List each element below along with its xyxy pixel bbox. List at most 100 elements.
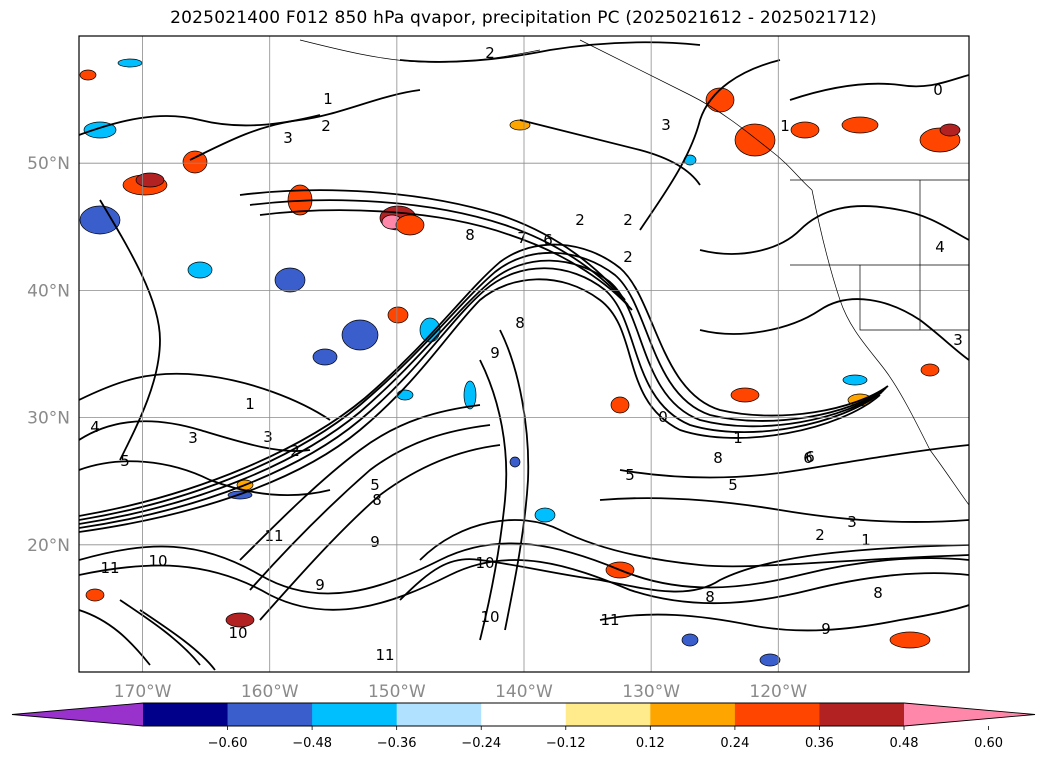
contour-label: 10 [475, 554, 494, 572]
qvapor-contour-line [639, 59, 781, 231]
qvapor-contour-line [259, 444, 501, 621]
contour-label: 2 [290, 442, 300, 460]
contour-label: 3 [188, 429, 198, 447]
precip-blob [681, 633, 699, 647]
chart-title: 2025021400 F012 850 hPa qvapor, precipit… [170, 8, 877, 28]
qvapor-contour-line [79, 114, 321, 136]
qvapor-contour-line [789, 74, 969, 101]
colorbar-tick-label: 0.12 [636, 736, 665, 751]
precip-blob [534, 507, 556, 523]
precip-blob [117, 58, 143, 68]
contour-label: 1 [780, 117, 790, 135]
precip-blob [396, 389, 414, 401]
colorbar-tick-label: −0.12 [546, 736, 586, 751]
colorbar-tick-label: 0.48 [890, 736, 919, 751]
contour-label: 1 [861, 531, 871, 549]
qvapor-contour-line [599, 604, 969, 632]
qvapor-contour-line [79, 559, 969, 611]
contour-label: 5 [728, 476, 738, 494]
precip-blob [463, 380, 477, 410]
coastline-layer [299, 39, 969, 506]
contour-label: 0 [933, 81, 943, 99]
colorbar: −0.60 −0.48 −0.36 −0.24 −0.12 0.12 0.24 0.36 0.4… [11, 702, 1036, 751]
precip-blob [730, 387, 760, 403]
contour-label: 7 [517, 229, 527, 247]
colorbar-bin [565, 703, 651, 726]
precip-blob [395, 214, 425, 236]
colorbar-bin [227, 703, 313, 726]
colorbar-tick-label: 0.36 [805, 736, 834, 751]
contour-label: 9 [315, 576, 325, 594]
colorbar-bin [396, 703, 482, 726]
qvapor-contour-line [399, 544, 969, 601]
contour-label: 2 [815, 526, 825, 544]
contour-label: 9 [821, 620, 831, 638]
lon-tick-label: 120°W [749, 682, 807, 702]
colorbar-tick-label: 0.24 [720, 736, 749, 751]
precip-blob [759, 653, 781, 667]
contour-label: 2 [623, 211, 633, 229]
contour-label: 5 [120, 452, 130, 470]
colorbar-tick-label: 0.60 [974, 736, 1003, 751]
qvapor-contour-line [239, 189, 626, 301]
precip-blob [790, 121, 820, 139]
precip-blob [419, 317, 441, 343]
colorbar-bin [143, 703, 229, 726]
lat-tick-label: 40°N [27, 281, 70, 301]
precip-blob [734, 123, 776, 157]
qvapor-contour-line [619, 444, 969, 479]
contour-label: 8 [873, 584, 883, 602]
contour-label: 2 [485, 44, 495, 62]
qvapor-contour-line [499, 329, 530, 631]
plot-frame [78, 35, 970, 673]
contour-label: 1 [733, 429, 743, 447]
precip-blob [79, 69, 97, 81]
precip-blob [939, 123, 961, 137]
qvapor-contour-line [79, 267, 883, 529]
contour-label: 6 [543, 231, 553, 249]
precip-blob [889, 631, 931, 649]
lat-tick-label: 20°N [27, 536, 70, 556]
contour-label: 9 [370, 533, 380, 551]
lon-tick-label: 170°W [114, 682, 172, 702]
contour-label: 8 [515, 314, 525, 332]
contour-label: 6 [803, 449, 813, 467]
contour-label: 3 [953, 331, 963, 349]
qvapor-contour-line [79, 609, 151, 666]
qvapor-contour-line [139, 609, 216, 671]
qvapor-contour-line [259, 209, 633, 311]
qvapor-contour-line [479, 359, 508, 641]
precip-blob [341, 319, 379, 351]
precip-blob [387, 306, 409, 324]
contour-label: 4 [90, 418, 100, 436]
colorbar-bin [734, 703, 820, 726]
qvapor-contour-line [79, 542, 969, 595]
contour-label: 10 [480, 608, 499, 626]
lon-tick-label: 130°W [622, 682, 680, 702]
precip-blob [841, 116, 879, 134]
colorbar-outline [11, 702, 1036, 727]
colorbar-tick-label: −0.36 [377, 736, 417, 751]
contour-label: 3 [263, 428, 273, 446]
precip-blob [182, 150, 208, 174]
qvapor-contour-line [79, 420, 311, 452]
colorbar-tick-label: −0.24 [461, 736, 501, 751]
contour-label: 1 [245, 395, 255, 413]
contour-label: 11 [100, 559, 119, 577]
contour-label: 4 [935, 238, 945, 256]
qvapor-contour-line [79, 243, 889, 517]
contour-label: 1 [323, 90, 333, 108]
coastline [299, 39, 541, 63]
precip-blob [135, 172, 165, 188]
precip-blob [920, 363, 940, 377]
contour-label: 8 [465, 226, 475, 244]
qvapor-contour-line [79, 460, 331, 497]
lon-tick-label: 160°W [241, 682, 299, 702]
precip-blob [79, 205, 121, 235]
precip-blob [312, 348, 338, 366]
contour-label: 2 [623, 248, 633, 266]
colorbar-bin [819, 703, 905, 726]
qvapor-contour-line [699, 298, 969, 361]
